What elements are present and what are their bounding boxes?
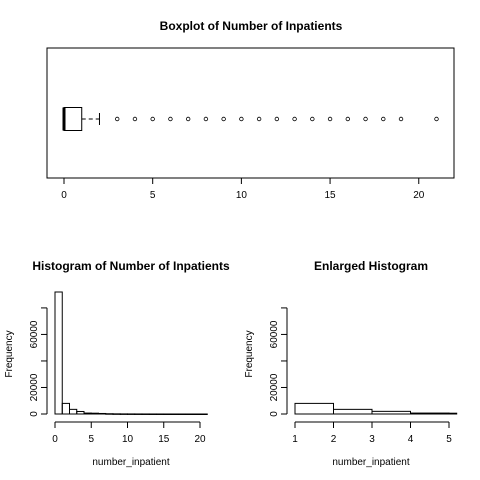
histogram-x-label: number_inpatient [92, 457, 169, 468]
outlier-point [115, 117, 119, 121]
histogram-bar [128, 414, 135, 415]
outlier-point [381, 117, 385, 121]
y-tick-label: 0 [269, 411, 280, 417]
enlarged-histogram-x-label: number_inpatient [332, 457, 409, 468]
histogram-bar [186, 414, 193, 415]
enlarged-histogram-title: Enlarged Histogram [314, 259, 428, 273]
outlier-point [275, 117, 279, 121]
boxplot-marks [64, 108, 438, 131]
outlier-point [240, 117, 244, 121]
outlier-point [257, 117, 261, 121]
histogram-bar [62, 403, 69, 414]
histogram-bar [142, 414, 149, 415]
boxplot-panel: Boxplot of Number of Inpatients 0 5 10 15 20 [47, 19, 454, 201]
histogram-bar [106, 414, 113, 415]
histogram-bars [55, 292, 207, 414]
y-tick-label: 60000 [269, 320, 280, 348]
histogram-bar [200, 414, 207, 415]
x-tick-label: 5 [446, 434, 452, 445]
x-tick-label: 20 [194, 434, 206, 445]
x-tick-label: 20 [413, 190, 425, 201]
histogram-bar [157, 414, 164, 415]
enlarged-histogram-y-label: Frequency [244, 330, 255, 377]
outlier-point [169, 117, 173, 121]
outlier-point [133, 117, 137, 121]
histogram-bar [135, 414, 142, 415]
histogram-y-label: Frequency [4, 330, 15, 377]
y-tick-label: 0 [29, 411, 40, 417]
histogram-bar [193, 414, 200, 415]
histogram-y-axis: 0 20000 60000 [29, 308, 47, 417]
histogram-panel: Histogram of Number of Inpatients 0 5 10 15… [4, 259, 230, 468]
outlier-point [364, 117, 368, 121]
outlier-point [435, 117, 439, 121]
y-tick-label: 20000 [269, 373, 280, 401]
histogram-bar [70, 409, 77, 414]
x-tick-label: 0 [52, 434, 58, 445]
x-tick-label: 10 [122, 434, 134, 445]
histogram-bar [120, 414, 127, 415]
outlier-point [222, 117, 226, 121]
outlier-point [311, 117, 315, 121]
x-tick-label: 2 [331, 434, 337, 445]
outlier-point [204, 117, 208, 121]
boxplot-x-axis: 0 5 10 15 20 [61, 178, 425, 201]
y-tick-label: 20000 [29, 373, 40, 401]
x-tick-label: 15 [325, 190, 337, 201]
histogram-bar [55, 292, 62, 414]
outlier-point [328, 117, 332, 121]
x-tick-label: 0 [61, 190, 67, 201]
enlarged-histogram-y-axis: 0 20000 60000 [269, 308, 287, 417]
outlier-point [151, 117, 155, 121]
enlarged-histogram-bars [295, 403, 457, 414]
outlier-point [186, 117, 190, 121]
histogram-bar [84, 413, 91, 414]
x-tick-label: 3 [369, 434, 375, 445]
enlarged-histogram-panel: Enlarged Histogram 1 2 3 4 5 0 20000 60000 num… [244, 259, 457, 468]
x-tick-label: 1 [292, 434, 298, 445]
boxplot-plot-frame [47, 48, 454, 178]
x-tick-label: 4 [408, 434, 414, 445]
enlarged-histogram-x-axis: 1 2 3 4 5 [292, 422, 452, 445]
outlier-point [293, 117, 297, 121]
histogram-bar [372, 411, 411, 414]
x-tick-label: 5 [150, 190, 156, 201]
outlier-point [346, 117, 350, 121]
histogram-bar [334, 409, 373, 414]
box-iqr [64, 108, 82, 131]
x-tick-label: 5 [88, 434, 94, 445]
boxplot-title: Boxplot of Number of Inpatients [160, 19, 343, 33]
histogram-bar [171, 414, 178, 415]
histogram-bar [178, 414, 185, 415]
histogram-bar [164, 414, 171, 415]
histogram-title: Histogram of Number of Inpatients [32, 259, 230, 273]
histogram-bar [411, 413, 450, 414]
histogram-bar [449, 413, 457, 414]
histogram-bar [149, 414, 156, 415]
histogram-bar [295, 403, 334, 414]
x-tick-label: 15 [158, 434, 170, 445]
histogram-x-axis: 0 5 10 15 20 [52, 422, 206, 445]
histogram-bar [91, 413, 98, 414]
y-tick-label: 60000 [29, 320, 40, 348]
outlier-point [399, 117, 403, 121]
x-tick-label: 10 [236, 190, 248, 201]
histogram-bar [113, 414, 120, 415]
histogram-bar [99, 413, 106, 414]
histogram-bar [77, 411, 84, 414]
